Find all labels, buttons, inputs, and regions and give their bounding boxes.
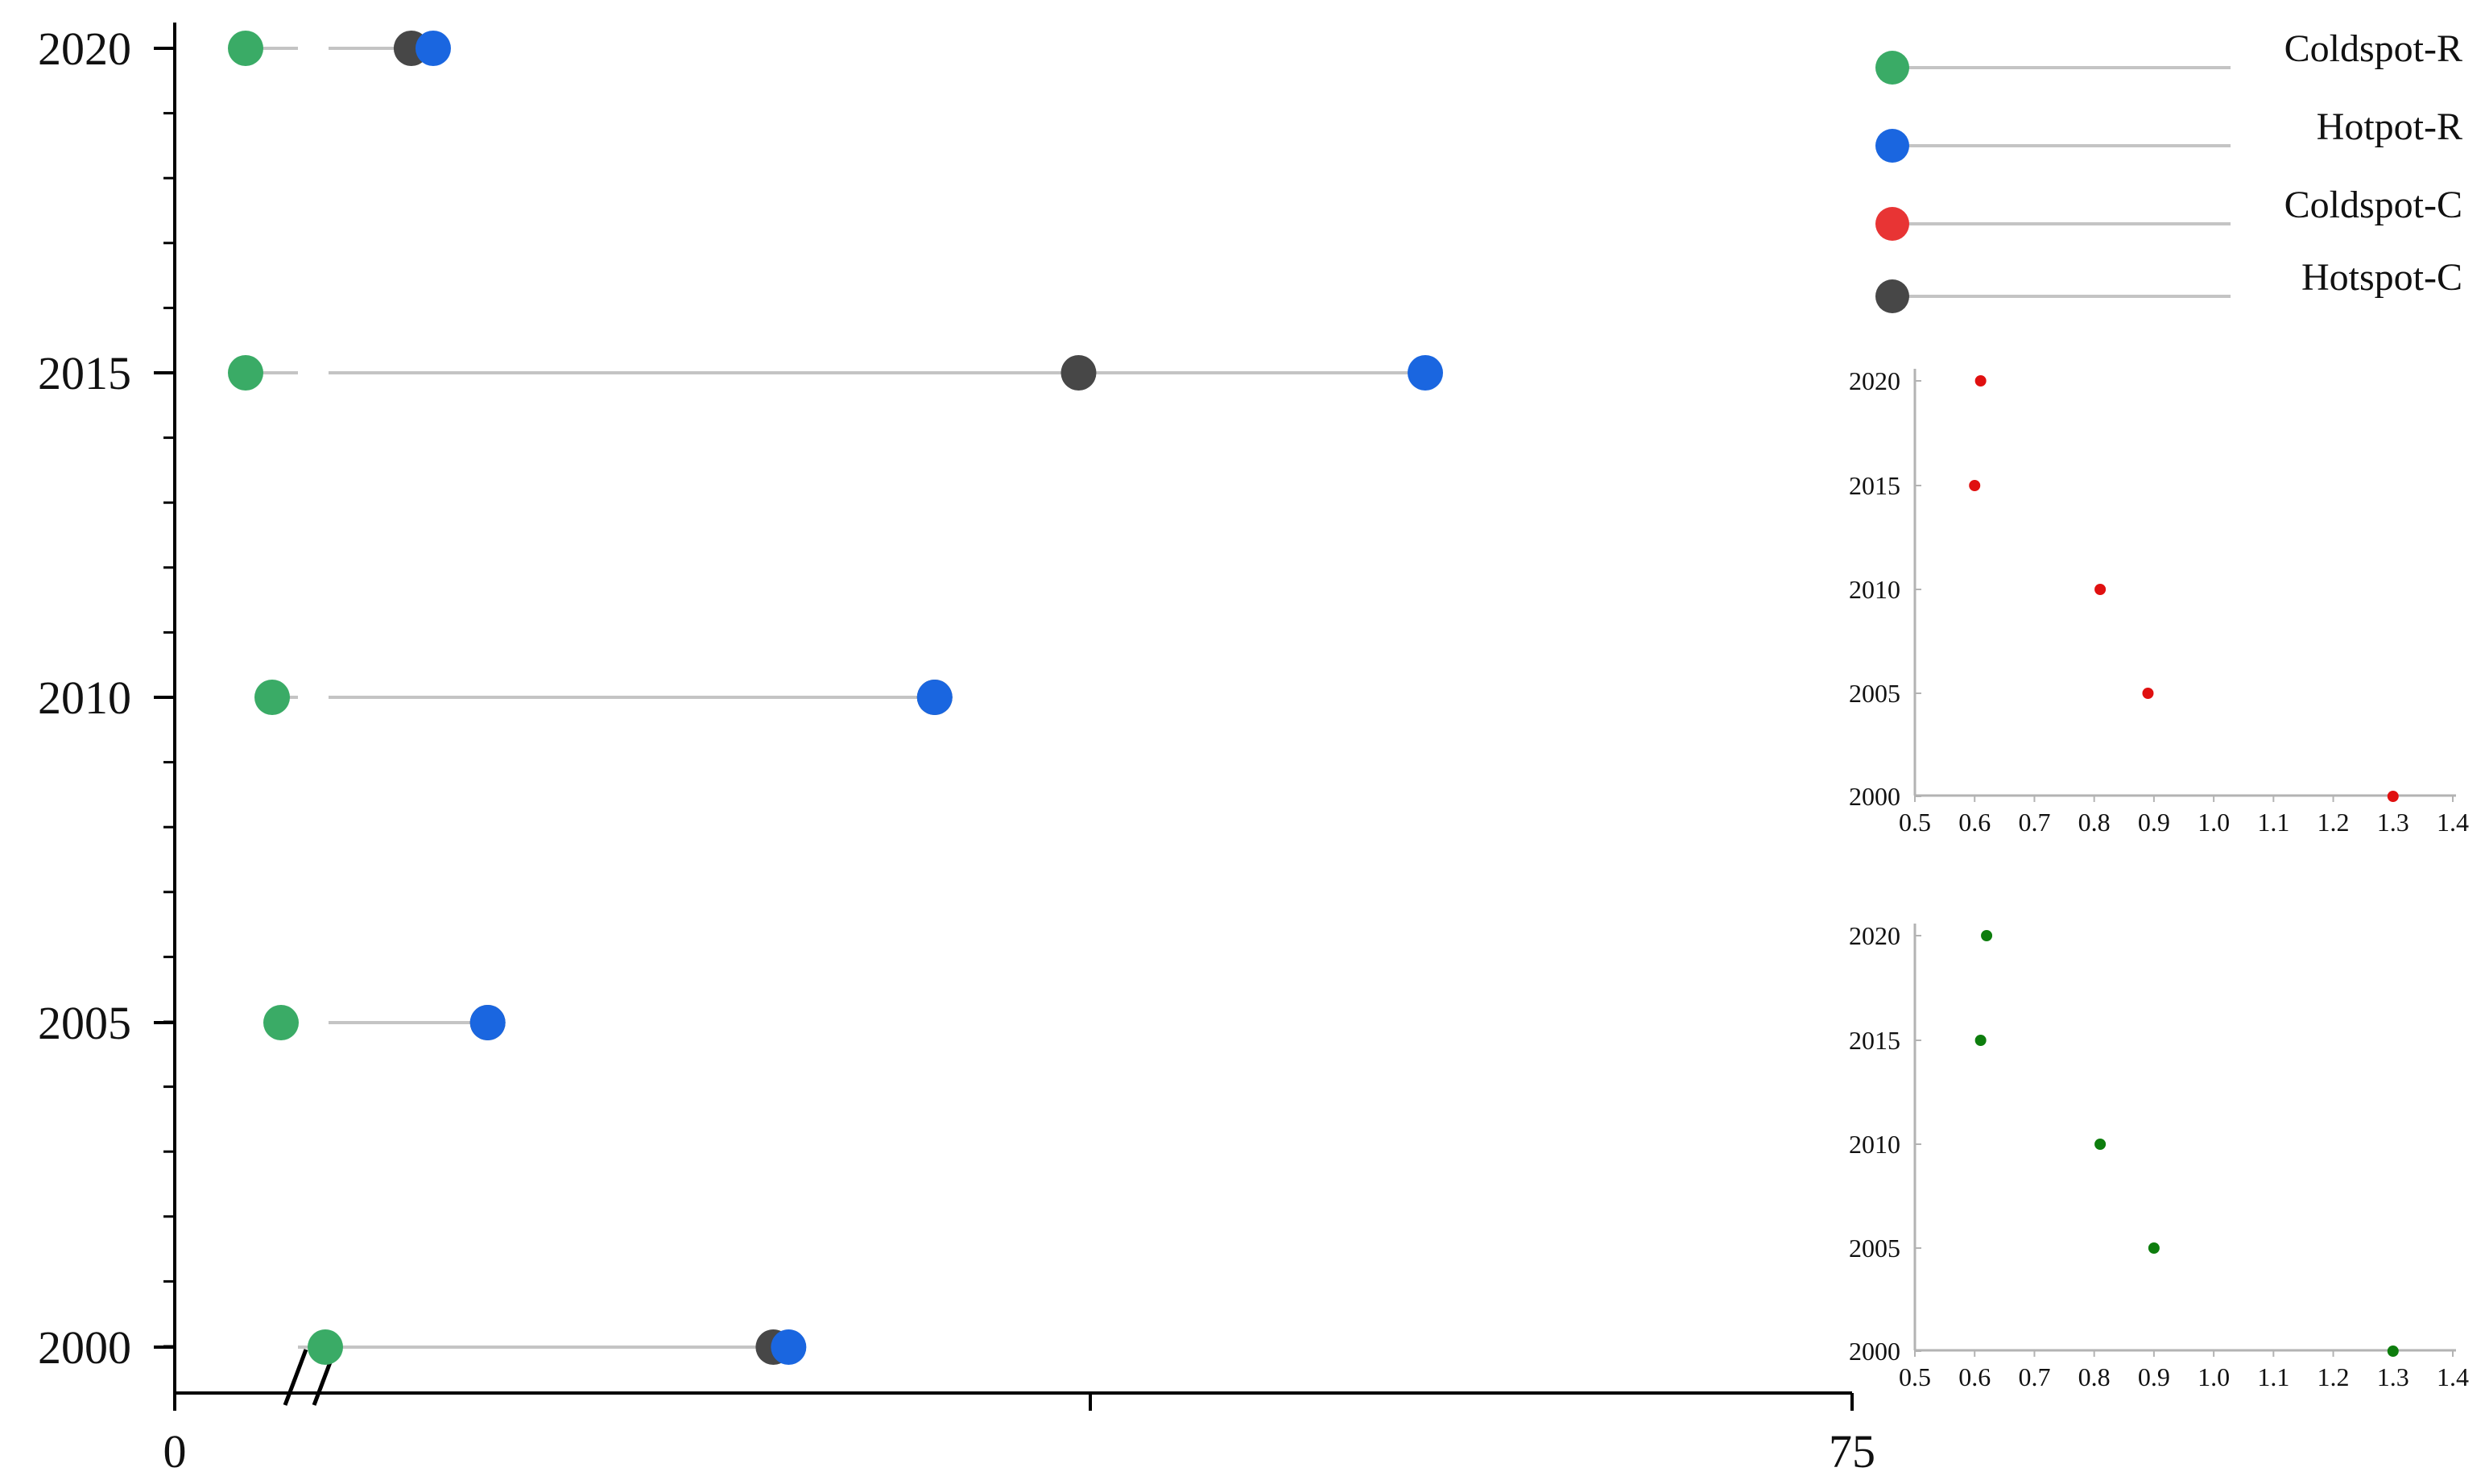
y-tick-label: 2010 bbox=[38, 672, 131, 724]
inset-x-tick-label: 0.6 bbox=[1958, 808, 1991, 837]
x-tick-label: 75 bbox=[1829, 1425, 1875, 1478]
inset-x-tick-label: 0.9 bbox=[2138, 808, 2170, 837]
inset-x-tick-label: 1.4 bbox=[2437, 1362, 2469, 1391]
inset-x-tick-label: 0.8 bbox=[2078, 808, 2111, 837]
legend-marker bbox=[1875, 207, 1909, 241]
inset-x-tick-label: 0.6 bbox=[1958, 1362, 1991, 1391]
inset-y-tick-label: 2020 bbox=[1849, 921, 1900, 950]
legend-label: Coldspot-C bbox=[2284, 184, 2462, 226]
legend-marker bbox=[1875, 51, 1909, 85]
hotpot-r-point bbox=[469, 1005, 506, 1040]
axis-break-mark bbox=[283, 1349, 308, 1406]
hotpot-r-point bbox=[1408, 355, 1443, 391]
inset-y-tick-label: 2010 bbox=[1849, 1130, 1900, 1159]
inset-x-tick-label: 1.2 bbox=[2318, 1362, 2350, 1391]
hotpot-r-point bbox=[771, 1329, 807, 1365]
inset-y-tick-label: 2020 bbox=[1849, 366, 1900, 395]
inset-y-tick-label: 2015 bbox=[1849, 1026, 1900, 1055]
hotpot-r-point bbox=[415, 31, 451, 66]
inset-y-tick-label: 2000 bbox=[1849, 782, 1900, 811]
x-tick-label: 0 bbox=[163, 1425, 187, 1478]
inset-point bbox=[1969, 480, 1981, 491]
inset-point bbox=[2387, 791, 2399, 802]
inset-point bbox=[2142, 688, 2154, 699]
inset-x-tick-label: 0.5 bbox=[1899, 1362, 1931, 1391]
inset-x-tick-label: 1.3 bbox=[2377, 1362, 2409, 1391]
main-plot: 2020 2015 2010 2005 2000 0 75 bbox=[38, 23, 1875, 1478]
legend-label: Hotspot-C bbox=[2301, 256, 2462, 299]
inset-y-tick-label: 2015 bbox=[1849, 471, 1900, 500]
y-tick-label: 2005 bbox=[38, 997, 131, 1049]
inset-x-tick-label: 1.3 bbox=[2377, 808, 2409, 837]
inset-x-tick-label: 0.7 bbox=[2018, 1362, 2050, 1391]
inset-point bbox=[2094, 584, 2107, 595]
inset-point bbox=[1974, 375, 1987, 387]
inset-y-tick-label: 2010 bbox=[1849, 575, 1900, 604]
inset-x-tick-label: 0.5 bbox=[1899, 808, 1931, 837]
inset-point bbox=[2148, 1242, 2160, 1254]
legend-marker bbox=[1875, 279, 1909, 313]
coldspot-r-point bbox=[263, 1005, 299, 1040]
y-tick-label: 2000 bbox=[38, 1321, 131, 1374]
inset-point bbox=[1981, 930, 1993, 941]
inset-y-tick-label: 2005 bbox=[1849, 1234, 1900, 1263]
legend-marker bbox=[1875, 129, 1909, 163]
legend-label: Coldspot-R bbox=[2284, 27, 2462, 70]
inset-y-tick-label: 2005 bbox=[1849, 679, 1900, 708]
coldspot-r-point bbox=[254, 680, 290, 715]
inset-x-tick-label: 1.1 bbox=[2257, 1362, 2289, 1391]
coldspot-r-point bbox=[228, 355, 263, 391]
inset-point bbox=[1974, 1035, 1987, 1046]
inset-x-tick-label: 0.9 bbox=[2138, 1362, 2170, 1391]
hotpot-r-point bbox=[916, 680, 953, 715]
legend-label: Hotpot-R bbox=[2317, 105, 2462, 148]
inset-x-tick-label: 1.1 bbox=[2257, 808, 2289, 837]
hotspot-c-point bbox=[1061, 355, 1097, 391]
legend: Coldspot-R Hotpot-R Coldspot-C Hotspot-C bbox=[1875, 27, 2462, 313]
y-tick-label: 2015 bbox=[38, 347, 131, 399]
inset-x-tick-label: 1.0 bbox=[2198, 1362, 2230, 1391]
inset-y-tick-label: 2000 bbox=[1849, 1337, 1900, 1366]
inset-x-tick-label: 1.0 bbox=[2198, 808, 2230, 837]
inset-x-tick-label: 1.4 bbox=[2437, 808, 2469, 837]
inset-x-tick-label: 0.7 bbox=[2018, 808, 2050, 837]
coldspot-r-point bbox=[308, 1329, 343, 1365]
inset-x-tick-label: 1.2 bbox=[2318, 808, 2350, 837]
inset-point bbox=[2094, 1139, 2107, 1150]
coldspot-r-point bbox=[228, 31, 263, 66]
inset-x-tick-label: 0.8 bbox=[2078, 1362, 2111, 1391]
inset-point bbox=[2387, 1346, 2399, 1357]
y-tick-label: 2020 bbox=[38, 23, 131, 75]
